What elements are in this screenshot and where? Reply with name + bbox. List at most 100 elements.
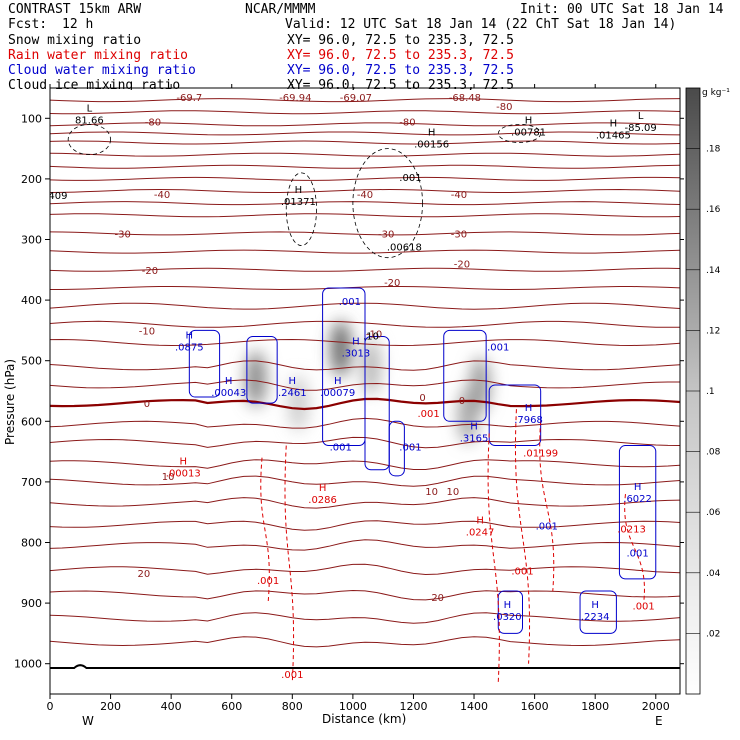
isotherm-160 [50,152,680,157]
extremum-marker: .001 [399,443,421,454]
isotherm-label: -20 [142,266,158,277]
extremum-marker: .001 [417,409,439,420]
extremum-marker: H.00013 [166,457,201,480]
colorbar: g kg⁻¹ .02 .04 .06 .08 .1 .12 .14 .16 .18 [685,87,730,695]
extrema-labels: L81.66H.00156H.00781H.01465L-85.09.00409… [50,103,657,681]
colorbar-tick-label: .06 [706,508,721,518]
extremum-value: .00618 [387,243,422,254]
extremum-marker: .10 [363,332,379,343]
isotherm-label: -10 [366,329,382,340]
cloud-water-contour-9 [388,420,405,477]
x-tick-label: 1800 [581,700,609,713]
x-tick-label: 600 [221,700,242,713]
cloud-water-contour-6 [497,590,523,634]
cloud-water-contour-7 [579,590,617,634]
isotherm-label: 20 [431,593,444,604]
colorbar-tick-label: .14 [706,266,721,276]
x-tick-label: 1000 [339,700,367,713]
extremum-symbol: H [352,337,360,348]
extremum-symbol: H [186,331,194,342]
extremum-symbol: H [334,376,342,387]
valid-time: Valid: 12 UTC Sat 18 Jan 14 (22 ChT Sat … [285,17,676,32]
colorbar-tick-label: .12 [706,326,720,336]
cloud-water-contour-5 [618,445,657,580]
extremum-value: .3165 [460,433,489,444]
extremum-value: .0213 [617,524,646,535]
extremum-symbol: H [428,128,436,139]
extremum-value: .001 [487,343,509,354]
field-cloudice-name: Cloud ice mixing ratio [8,78,180,90]
extremum-marker: H.0320 [493,600,522,623]
extremum-marker: .001 [339,297,361,308]
rain-water-contour-0 [260,457,270,604]
extremum-value: .6022 [623,494,652,505]
isotherm-labels: -40 -40 -40 -30 -30 -30 -80 -80 -80 -20 -20 -20 -10 -… [115,93,513,604]
extremum-symbol: H [591,600,599,611]
isotherm-140 [50,140,680,145]
x-tick-label: 400 [161,700,182,713]
isotherm-label: 10 [425,487,438,498]
extremum-marker: H.3013 [342,337,371,360]
isotherms [50,98,680,648]
field-cloudice-xy: XY= 96.0, 72.5 to 235.3, 72.5 [287,78,514,90]
surface-line [50,664,680,669]
y-tick-label: 900 [21,597,42,610]
y-tick-label: 200 [21,173,42,186]
extremum-marker: .001 [487,343,509,354]
y-tick-label: 100 [21,112,42,125]
east-label: E [655,714,663,728]
tropopause-label: -69.7 [176,93,202,104]
tropopause-label: -68.48 [449,93,481,104]
snow-core-0 [245,350,266,407]
extremum-value: .01199 [523,449,558,460]
extremum-symbol: H [225,376,233,387]
cloud-ice-contours [67,123,542,259]
extremum-value: .2234 [581,612,610,623]
extremum-marker: .001 [281,670,303,681]
axes: 0 200 400 600 800 1000 1200 1400 1600 1800 2000100… [14,84,684,713]
extremum-value: .001 [633,601,655,612]
extremum-value: .0286 [308,495,337,506]
extremum-value: .001 [399,443,421,454]
extremum-symbol: L [638,111,644,122]
isotherm-925 [50,612,680,624]
y-tick-label: 500 [21,355,42,368]
extremum-marker: H.00079 [320,376,355,399]
isotherm-label: 10 [162,472,175,483]
extremum-value: .0320 [493,612,522,623]
extremum-symbol: H [180,457,188,468]
x-tick-label: 800 [282,700,303,713]
isotherm-125 [50,131,680,136]
extremum-marker: L-85.09 [625,111,657,134]
isotherm-110 [50,122,680,127]
x-tick-label: 1400 [460,700,488,713]
y-tick-label: 700 [21,476,42,489]
extremum-value: .001 [399,173,421,184]
extremum-symbol: H [295,185,303,196]
cloud-ice-contour-0 [67,123,111,156]
extremum-value: .001 [339,297,361,308]
extremum-marker: .001 [257,576,279,587]
colorbar-tick-label: .02 [706,629,720,639]
extremum-marker: H.0286 [308,483,337,506]
isotherm-label: -30 [378,229,394,240]
forecast-hour: 12 h [62,17,93,32]
tropopause-label: -69.07 [340,93,372,104]
extremum-marker: H.0247 [466,515,495,538]
extremum-value: .00156 [414,140,449,151]
extremum-marker: .001 [399,173,421,184]
extremum-value: .00781 [511,127,546,138]
isotherm-350 [50,267,680,272]
extremum-value: .001 [281,670,303,681]
cloud-water-contour-4 [488,384,542,447]
init-time: Init: 00 UTC Sat 18 Jan 14 [520,2,724,17]
extremum-value: .001 [257,576,279,587]
isotherm-label: 10 [446,487,459,498]
field-snow-xy: XY= 96.0, 72.5 to 235.3, 72.5 [287,33,514,48]
extremum-value: .00079 [320,388,355,399]
extremum-symbol: L [87,103,93,114]
extremum-value: .10 [363,332,379,343]
isotherm-200 [50,176,680,181]
extremum-symbol: H [289,376,297,387]
extremum-value: .001 [626,549,648,560]
